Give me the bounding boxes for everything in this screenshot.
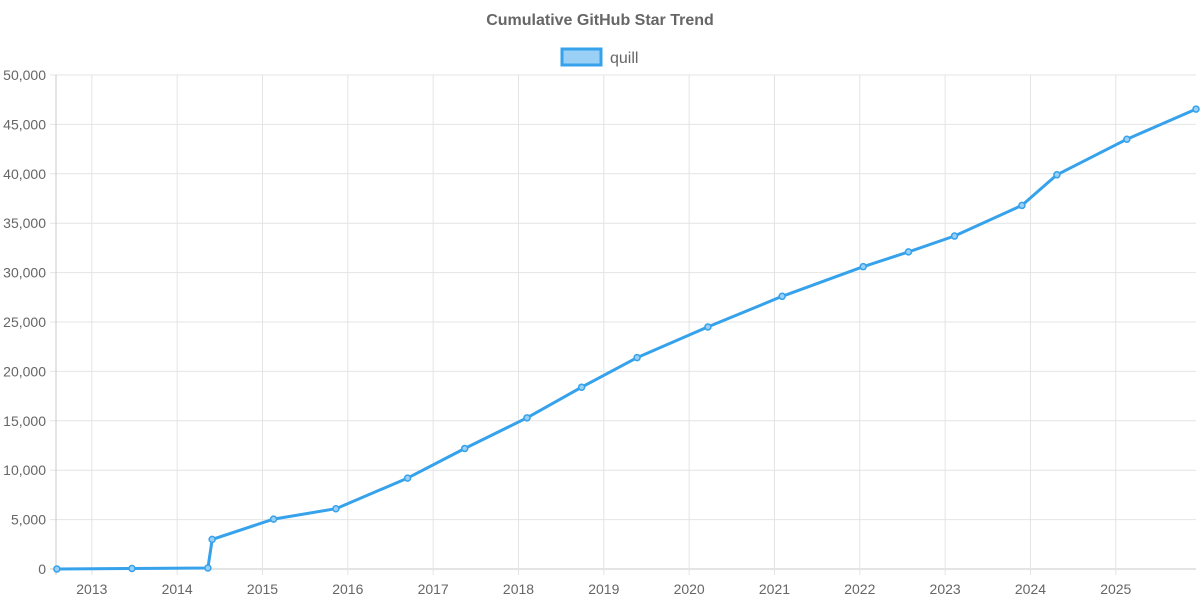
data-point[interactable] [1018,201,1026,210]
data-point[interactable] [128,564,136,573]
y-axis: 0 5,000 10,000 15,000 20,000 25,000 30,000 35,0… [3,67,46,577]
data-point[interactable] [204,564,212,572]
x-tick-label: 2019 [588,581,619,597]
data-point[interactable] [704,323,712,331]
data-point[interactable] [332,504,340,513]
x-tick-label: 2015 [247,581,278,597]
series-line [56,107,1197,571]
y-tick-label: 35,000 [3,215,46,231]
data-point[interactable] [904,248,913,256]
y-tick-label: 50,000 [3,67,46,83]
data-point[interactable] [1123,135,1131,143]
x-tick-label: 2017 [418,581,449,597]
y-tick-label: 20,000 [3,363,46,379]
x-tick-label: 2016 [332,581,363,597]
y-tick-label: 5,000 [11,512,46,528]
data-point[interactable] [633,353,641,362]
data-point[interactable] [269,515,278,523]
x-tick-label: 2013 [76,581,107,597]
x-tick-label: 2022 [844,581,875,597]
y-tick-label: 10,000 [3,462,46,478]
x-tick-label: 2024 [1015,581,1046,597]
data-point[interactable] [577,383,586,391]
x-tick-label: 2025 [1100,581,1131,597]
chart-title: Cumulative GitHub Star Trend [486,12,714,29]
y-tick-label: 25,000 [3,314,46,330]
y-tick-label: 30,000 [3,265,46,281]
grid [50,74,1196,575]
data-point[interactable] [208,535,216,544]
y-tick-label: 0 [38,561,46,577]
data-point[interactable] [1192,105,1200,113]
y-tick-label: 40,000 [3,166,46,182]
data-point[interactable] [778,292,786,301]
legend-item-quill[interactable]: quill [560,47,638,67]
x-tick-label: 2018 [503,581,534,597]
data-point[interactable] [1053,171,1061,179]
y-tick-label: 45,000 [3,116,46,132]
y-tick-label: 15,000 [3,413,46,429]
series-quill [53,105,1200,573]
data-point[interactable] [950,232,959,240]
data-point[interactable] [523,414,531,422]
data-point[interactable] [460,444,469,453]
data-point[interactable] [403,474,412,482]
x-tick-label: 2020 [674,581,705,597]
legend-swatch [560,47,603,67]
x-tick-label: 2023 [930,581,961,597]
legend-label: quill [610,50,638,67]
data-point[interactable] [53,565,61,573]
x-tick-label: 2014 [162,581,193,597]
data-point[interactable] [859,262,867,271]
x-axis: 2013 2014 2015 2016 2017 2018 2019 2020 2021 2022… [76,581,1131,597]
x-tick-label: 2021 [759,581,790,597]
